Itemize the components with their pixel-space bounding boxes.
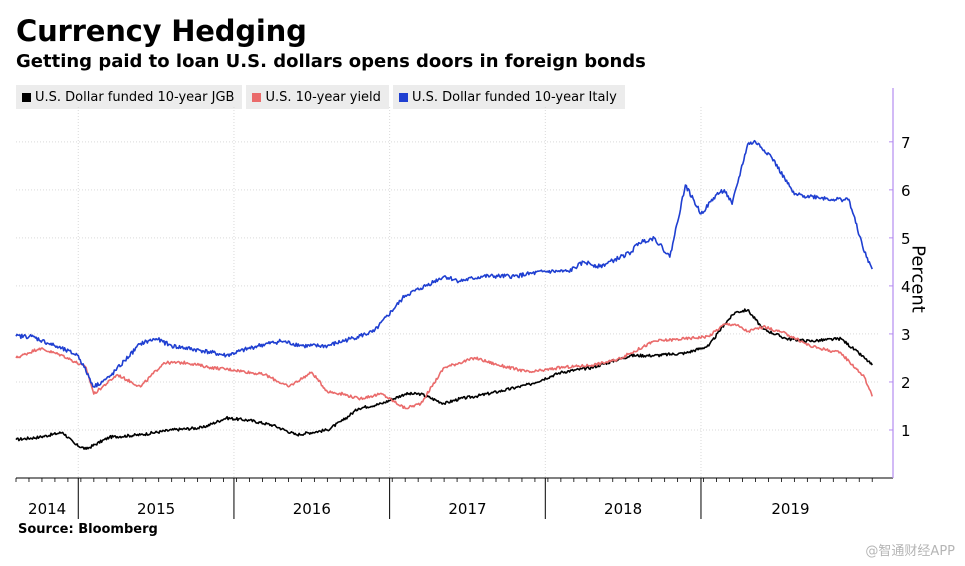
y-tick-label: 3 [901, 326, 911, 344]
grid [16, 107, 880, 478]
chart-subtitle: Getting paid to loan U.S. dollars opens … [16, 51, 646, 72]
y-tick-label: 1 [901, 422, 911, 440]
series-line-2 [15, 139, 873, 388]
y-tick-label: 5 [901, 230, 911, 248]
y-tick-label: 6 [901, 182, 911, 200]
x-tick-label: 2017 [448, 500, 486, 518]
x-tick-label: 2016 [293, 500, 331, 518]
x-tick-label: 2014 [28, 500, 66, 518]
y-axis: 1 2 3 4 5 6 7 [889, 88, 911, 478]
y-tick-label: 2 [901, 374, 911, 392]
legend-swatch-jgb [22, 92, 31, 102]
x-tick-label: 2015 [137, 500, 175, 518]
y-tick-label: 4 [901, 278, 911, 296]
source-note: Source: Bloomberg [18, 522, 158, 537]
y-axis-label: Percent [907, 245, 929, 313]
legend-item-jgb: U.S. Dollar funded 10-year JGB [16, 85, 243, 109]
legend-label-jgb: U.S. Dollar funded 10-year JGB [35, 89, 235, 105]
legend-label-us10y: U.S. 10-year yield [265, 89, 381, 105]
legend-swatch-us10y [252, 92, 262, 102]
legend-item-italy: U.S. Dollar funded 10-year Italy [392, 85, 625, 109]
x-axis: 2014 2015 2016 2017 2018 2019 [15, 477, 893, 519]
series-line-0 [15, 308, 873, 450]
legend: U.S. Dollar funded 10-year JGB U.S. 10-y… [16, 85, 629, 109]
series-layer [15, 139, 873, 450]
series-line-1 [15, 322, 873, 410]
chart-title: Currency Hedging [16, 14, 307, 48]
watermark: @智通财经APP [865, 544, 955, 559]
x-tick-label: 2018 [604, 500, 642, 518]
y-tick-label: 7 [901, 134, 911, 152]
legend-swatch-italy [398, 92, 408, 102]
legend-item-us10y: U.S. 10-year yield [246, 85, 389, 109]
legend-label-italy: U.S. Dollar funded 10-year Italy [411, 89, 617, 105]
x-tick-label: 2019 [771, 500, 809, 518]
